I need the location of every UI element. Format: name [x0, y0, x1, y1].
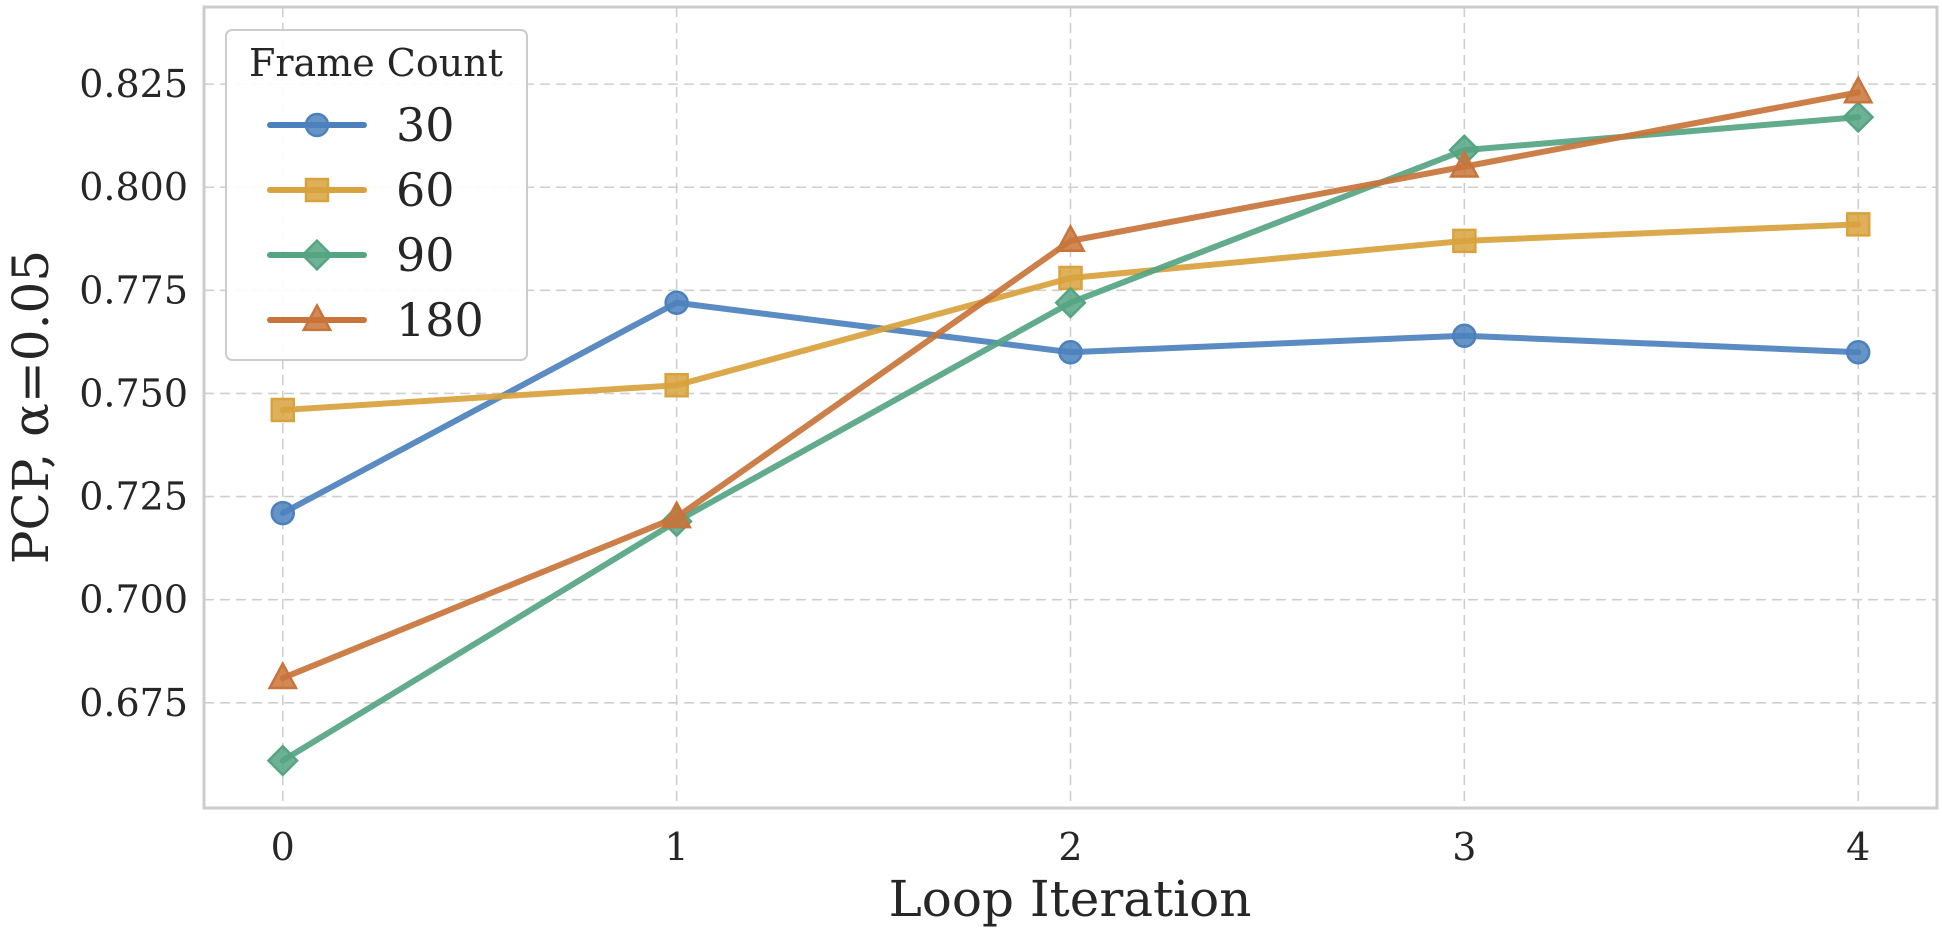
x-tick-label: 2	[1058, 825, 1082, 869]
data-point-30	[1452, 323, 1477, 348]
y-tick-label: 0.725	[79, 475, 188, 519]
data-point-60	[1058, 265, 1083, 291]
x-tick-labels: 0 1 2 3 4	[271, 825, 1871, 869]
legend-marker-60	[304, 177, 330, 203]
series-layer	[266, 75, 1875, 777]
legend-box	[225, 29, 528, 361]
series-180	[267, 75, 1874, 690]
y-tick-label: 0.675	[79, 681, 188, 725]
legend-label-30: 30	[396, 98, 455, 152]
plot-frame	[202, 5, 1939, 810]
x-tick-label: 0	[271, 825, 295, 869]
x-tick-label: 1	[665, 825, 689, 869]
legend-entry-180: 180	[267, 293, 484, 347]
data-point-60	[1452, 228, 1477, 254]
series-30	[270, 290, 1871, 526]
data-point-180	[661, 500, 692, 529]
legend-entry-30: 30	[267, 98, 455, 152]
data-point-180	[1055, 223, 1086, 253]
legend-marker-30	[304, 112, 330, 138]
data-point-60	[1845, 212, 1871, 237]
data-point-30	[664, 290, 689, 315]
legend: Frame Count 30 60 90 180	[225, 29, 528, 361]
x-tick-label: 3	[1452, 825, 1476, 869]
data-point-30	[1845, 339, 1871, 365]
data-point-180	[1842, 75, 1874, 104]
y-tick-label: 0.750	[79, 371, 188, 415]
data-point-60	[270, 397, 296, 423]
legend-entry-90: 90	[267, 228, 455, 282]
data-point-30	[1058, 339, 1083, 365]
data-point-90	[1054, 286, 1087, 319]
legend-title: Frame Count	[249, 41, 503, 85]
y-tick-label: 0.700	[79, 578, 188, 622]
data-point-90	[266, 744, 299, 777]
x-tick-label: 4	[1846, 825, 1870, 869]
y-axis-title: PCP, α=0.05	[2, 250, 60, 564]
legend-marker-90	[300, 238, 334, 272]
series-60	[270, 212, 1871, 423]
y-tick-label: 0.825	[79, 62, 188, 106]
y-tick-label: 0.800	[79, 165, 188, 209]
data-point-90	[1842, 101, 1875, 134]
data-point-30	[270, 500, 296, 526]
legend-label-180: 180	[396, 293, 484, 347]
data-point-180	[267, 660, 299, 690]
legend-entry-60: 60	[267, 163, 455, 217]
legend-marker-180	[301, 302, 333, 332]
data-point-180	[1449, 149, 1480, 178]
y-tick-label: 0.775	[79, 268, 188, 312]
x-axis-title: Loop Iteration	[889, 870, 1252, 928]
y-tick-labels: 0.675 0.700 0.725 0.750 0.775 0.800 0.825	[79, 62, 188, 725]
legend-label-90: 90	[396, 228, 455, 282]
data-point-60	[664, 372, 689, 398]
legend-entries: 30 60 90 180	[267, 98, 484, 347]
legend-label-60: 60	[396, 163, 455, 217]
